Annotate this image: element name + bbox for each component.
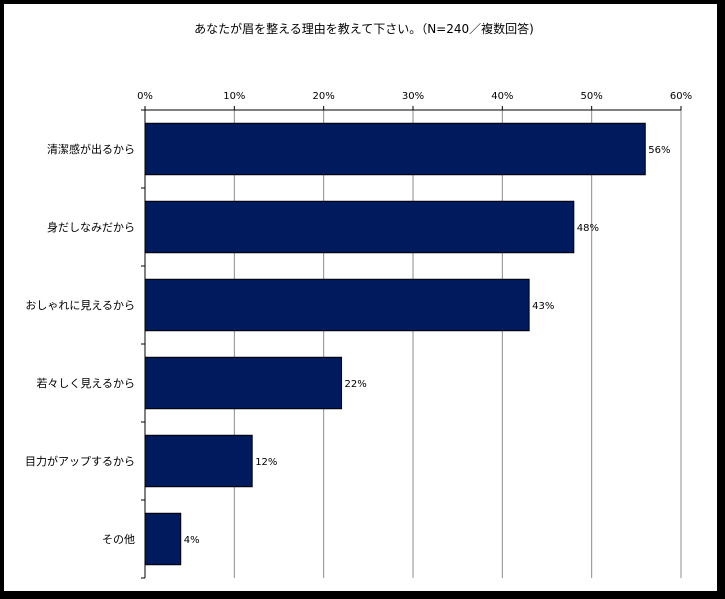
bar xyxy=(144,512,182,566)
category-label: 目力がアップするから xyxy=(25,454,135,468)
value-label: 43% xyxy=(532,301,554,312)
x-tick-label: 20% xyxy=(313,91,335,102)
labels: 0% 10% 20% 30% 40% 50% 60% 清潔感が出るから 56% 身だしなみだから 4… xyxy=(25,91,692,546)
bars xyxy=(144,122,646,566)
category-label: おしゃれに見えるから xyxy=(25,299,135,312)
axes xyxy=(141,106,682,579)
category-label: 清潔感が出るから xyxy=(47,142,135,156)
bar xyxy=(144,200,575,254)
x-tick-label: 30% xyxy=(402,91,424,102)
category-label: 若々しく見えるから xyxy=(36,377,135,390)
x-tick-label: 50% xyxy=(581,91,603,102)
value-label: 48% xyxy=(577,223,599,234)
x-tick-label: 40% xyxy=(491,91,513,102)
x-tick-label: 0% xyxy=(137,91,153,102)
gridlines xyxy=(233,110,682,578)
bar xyxy=(144,434,253,488)
category-label: 身だしなみだから xyxy=(47,220,135,234)
x-tick-label: 60% xyxy=(670,91,692,102)
bar xyxy=(144,278,530,332)
bar xyxy=(144,356,343,410)
value-label: 4% xyxy=(184,535,200,546)
value-label: 22% xyxy=(345,379,367,390)
value-label: 12% xyxy=(255,457,277,468)
value-label: 56% xyxy=(648,145,670,156)
chart-title: あなたが眉を整える理由を教えて下さい。（N=240／複数回答) xyxy=(194,21,534,36)
x-tick-label: 10% xyxy=(223,91,245,102)
category-label: その他 xyxy=(102,533,135,546)
bar xyxy=(144,122,646,176)
